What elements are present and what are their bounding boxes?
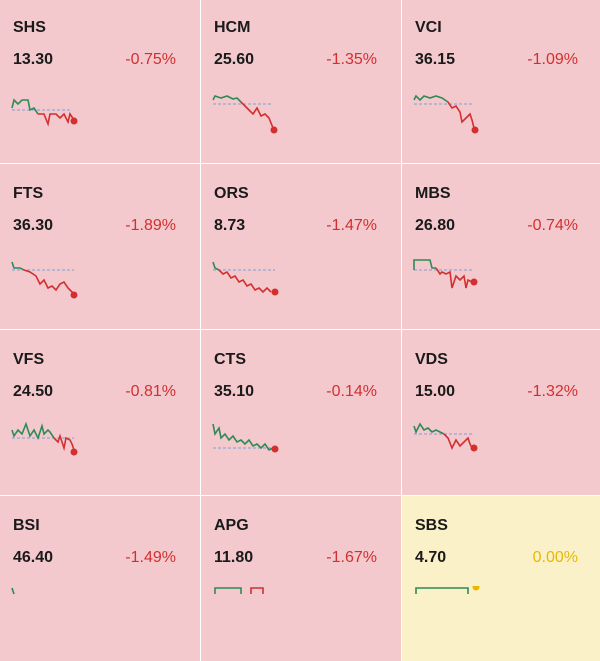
sparkline-up-segment (413, 94, 449, 103)
sparkline-down-segment (218, 269, 272, 294)
sparkline-chart (214, 587, 264, 594)
ticker-label: VDS (415, 351, 448, 368)
sparkline-chart (11, 98, 78, 127)
ticker-label: VFS (13, 351, 45, 368)
stock-tile-mbs[interactable]: MBS 26.80 -0.74% (402, 164, 600, 329)
sparkline-up-segment (413, 422, 445, 435)
change-percent: -0.75% (125, 51, 176, 68)
ticker-label: SHS (13, 19, 46, 36)
sparkline-chart (413, 259, 478, 289)
last-price-dot (70, 448, 78, 456)
sparkline-up-segment (11, 421, 55, 441)
ticker-label: APG (214, 517, 249, 534)
last-price-dot (470, 278, 478, 286)
sparkline-down-segment (23, 269, 75, 295)
price-value: 8.73 (214, 217, 246, 234)
sparkline-up-segment (11, 98, 39, 115)
last-price-dot (271, 288, 279, 296)
sparkline-down-segment (38, 112, 75, 127)
stock-tile-sbs[interactable]: SBS 4.70 0.00% (402, 496, 600, 661)
stock-tile-fts[interactable]: FTS 36.30 -1.89% (0, 164, 200, 329)
change-percent: -1.89% (125, 217, 176, 234)
sparkline-chart (413, 422, 478, 452)
ticker-label: SBS (415, 517, 448, 534)
price-value: 35.10 (214, 383, 255, 400)
sparkline-chart (413, 94, 479, 134)
stock-tile-hcm[interactable]: HCM 25.60 -1.35% (201, 0, 401, 163)
sparkline-down-segment (435, 267, 473, 289)
sparkline-chart (212, 95, 278, 134)
sparkline-chart (212, 423, 279, 453)
price-value: 4.70 (415, 549, 447, 566)
change-percent: -0.81% (125, 383, 176, 400)
change-percent: 0.00% (532, 549, 578, 566)
price-value: 36.15 (415, 51, 456, 68)
ticker-label: ORS (214, 185, 249, 202)
price-value: 26.80 (415, 217, 456, 234)
stock-tile-apg[interactable]: APG 11.80 -1.67% (201, 496, 401, 661)
sparkline-flat-segment (415, 587, 469, 594)
sparkline-down-segment (240, 101, 274, 129)
sparkline-up-segment (214, 587, 242, 594)
ticker-label: MBS (415, 185, 451, 202)
ticker-label: VCI (415, 19, 442, 36)
price-value: 36.30 (13, 217, 54, 234)
price-value: 15.00 (415, 383, 456, 400)
last-price-dot (472, 586, 480, 591)
last-price-dot (70, 291, 78, 299)
sparkline-up-segment (11, 261, 25, 271)
change-percent: -1.35% (326, 51, 377, 68)
last-price-dot (270, 126, 278, 134)
last-price-dot (271, 445, 279, 453)
change-percent: -0.14% (326, 383, 377, 400)
price-value: 24.50 (13, 383, 54, 400)
sparkline-down-segment (447, 101, 475, 129)
price-value: 13.30 (13, 51, 54, 68)
price-value: 25.60 (214, 51, 255, 68)
last-price-dot (70, 117, 78, 125)
ticker-label: CTS (214, 351, 246, 368)
change-percent: -1.67% (326, 549, 377, 566)
stock-tile-cts[interactable]: CTS 35.10 -0.14% (201, 330, 401, 495)
sparkline-chart (11, 261, 78, 299)
sparkline-chart (415, 586, 480, 594)
sparkline-chart (11, 421, 78, 456)
change-percent: -1.09% (527, 51, 578, 68)
sparkline-down-segment (53, 433, 75, 452)
price-value: 46.40 (13, 549, 54, 566)
stock-tile-ors[interactable]: ORS 8.73 -1.47% (201, 164, 401, 329)
stock-tile-shs[interactable]: SHS 13.30 -0.75% (0, 0, 200, 163)
change-percent: -1.32% (527, 383, 578, 400)
ticker-label: HCM (214, 19, 251, 36)
stock-tile-vfs[interactable]: VFS 24.50 -0.81% (0, 330, 200, 495)
change-percent: -1.47% (326, 217, 377, 234)
ticker-label: FTS (13, 185, 44, 202)
stock-tile-bsi[interactable]: BSI 46.40 -1.49% (0, 496, 200, 661)
sparkline-up-segment (11, 587, 15, 595)
sparkline-chart (11, 587, 15, 595)
sparkline-down-segment (250, 587, 264, 594)
sparkline-down-segment (443, 433, 473, 450)
last-price-dot (470, 444, 478, 452)
sparkline-up-segment (212, 261, 220, 271)
change-percent: -0.74% (527, 217, 578, 234)
stock-tile-vci[interactable]: VCI 36.15 -1.09% (402, 0, 600, 163)
sparkline-up-segment (212, 95, 242, 103)
sparkline-up-segment (212, 423, 274, 452)
ticker-label: BSI (13, 517, 40, 534)
sparkline-chart (212, 261, 279, 296)
last-price-dot (471, 126, 479, 134)
price-value: 11.80 (214, 549, 254, 566)
stock-tile-vds[interactable]: VDS 15.00 -1.32% (402, 330, 600, 495)
sparkline-up-segment (413, 259, 436, 270)
change-percent: -1.49% (125, 549, 176, 566)
